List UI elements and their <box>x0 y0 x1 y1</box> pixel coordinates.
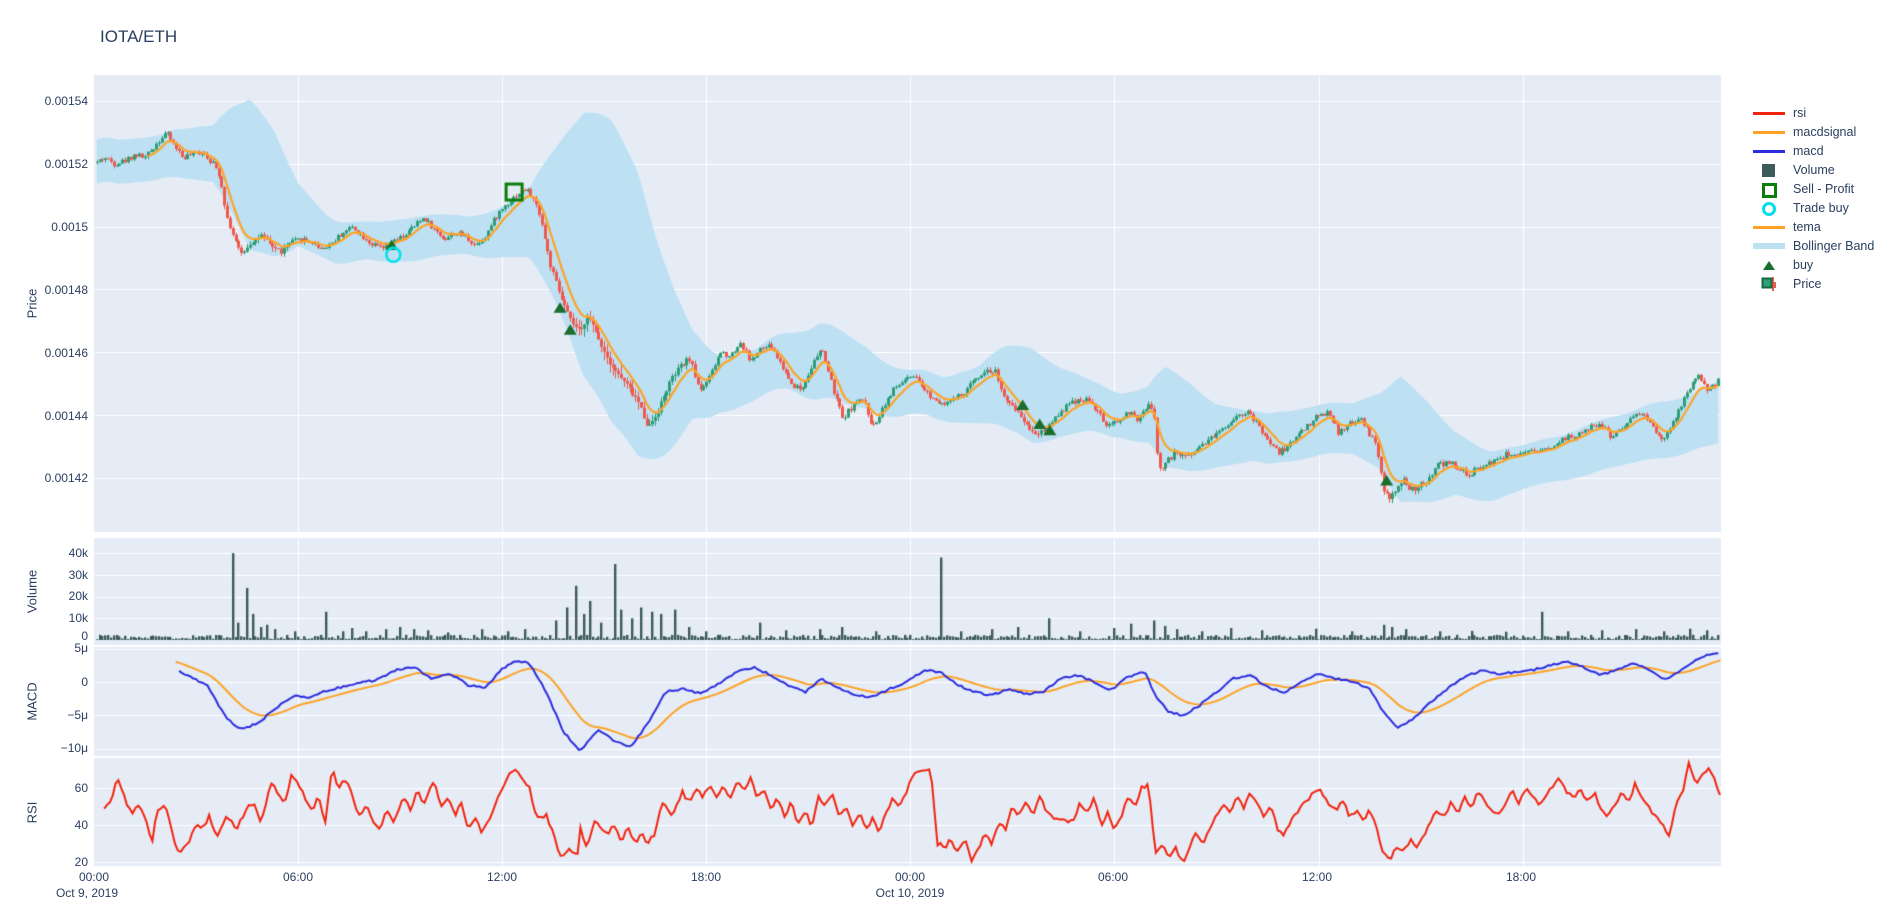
tema-line-icon <box>1750 219 1788 235</box>
price-tick: 0.00152 <box>44 157 88 171</box>
x-tick: 12:00 <box>486 870 518 884</box>
page-title: IOTA/ETH <box>100 27 178 46</box>
macd-tick: −10μ <box>60 741 88 755</box>
legend-item-bollinger[interactable]: Bollinger Band <box>1750 236 1874 255</box>
legend-item-label: Trade buy <box>1793 200 1849 215</box>
x-tick: 18:00 <box>690 870 722 884</box>
price-tick: 0.00146 <box>44 346 88 360</box>
legend-item-label: macd <box>1793 143 1824 158</box>
x-tick: 18:00 <box>1505 870 1537 884</box>
macd-tick: 0 <box>81 675 88 689</box>
buy-triangle-icon <box>1750 257 1788 273</box>
macd-line-icon <box>1750 143 1788 159</box>
legend-item-label: macdsignal <box>1793 124 1857 139</box>
x-tick: 00:00 <box>78 870 110 884</box>
legend-item-label: tema <box>1793 219 1821 234</box>
legend-item-label: Price <box>1793 276 1822 291</box>
legend-item-tema[interactable]: tema <box>1750 217 1874 236</box>
volume-tick: 10k <box>68 611 88 625</box>
legend-item-macdsignal[interactable]: macdsignal <box>1750 122 1874 141</box>
volume-tick: 30k <box>68 568 88 582</box>
x-tick: 06:00 <box>282 870 314 884</box>
sell-profit-square-icon <box>1750 181 1788 198</box>
legend-item-macd[interactable]: macd <box>1750 141 1874 160</box>
macd-tick: −5μ <box>67 708 88 722</box>
volume-tick: 20k <box>68 589 88 603</box>
price-tick: 0.00144 <box>44 409 88 423</box>
price-tick: 0.0015 <box>51 220 88 234</box>
price-tick: 0.00154 <box>44 94 88 108</box>
bollinger-band-icon <box>1750 238 1788 254</box>
price-candlestick-icon <box>1750 276 1788 292</box>
rsi-tick: 20 <box>74 855 88 869</box>
legend-item-price[interactable]: Price <box>1750 274 1874 293</box>
legend-item-trade-buy[interactable]: Trade buy <box>1750 198 1874 217</box>
legend-item-sell-profit[interactable]: Sell - Profit <box>1750 179 1874 198</box>
x-tick: 06:00 <box>1097 870 1129 884</box>
macd-tick: 5μ <box>74 641 88 655</box>
trade-buy-circle-icon <box>1750 200 1788 216</box>
x-date-label: Oct 10, 2019 <box>875 886 945 900</box>
legend: rsi macdsignal macd Volume Sell - Profit… <box>1750 103 1874 293</box>
volume-tick: 40k <box>68 546 88 560</box>
x-date-label: Oct 9, 2019 <box>55 886 119 900</box>
price-tick: 0.00142 <box>44 471 88 485</box>
rsi-tick: 40 <box>74 818 88 832</box>
legend-item-label: rsi <box>1793 105 1807 120</box>
rsi-line-icon <box>1750 105 1788 121</box>
volume-tick: 0 <box>81 629 88 643</box>
legend-item-label: Volume <box>1793 162 1835 177</box>
x-tick: 12:00 <box>1301 870 1333 884</box>
legend-item-rsi[interactable]: rsi <box>1750 103 1874 122</box>
legend-item-buy[interactable]: buy <box>1750 255 1874 274</box>
x-tick: 00:00 <box>894 870 926 884</box>
volume-square-icon <box>1750 162 1788 178</box>
rsi-tick: 60 <box>74 781 88 795</box>
macdsignal-line-icon <box>1750 124 1788 140</box>
legend-item-label: buy <box>1793 257 1814 272</box>
price-tick: 0.00148 <box>44 283 88 297</box>
legend-item-label: Bollinger Band <box>1793 238 1875 253</box>
price-axis-title: Price <box>24 288 40 319</box>
legend-item-volume[interactable]: Volume <box>1750 160 1874 179</box>
legend-item-label: Sell - Profit <box>1793 181 1855 196</box>
